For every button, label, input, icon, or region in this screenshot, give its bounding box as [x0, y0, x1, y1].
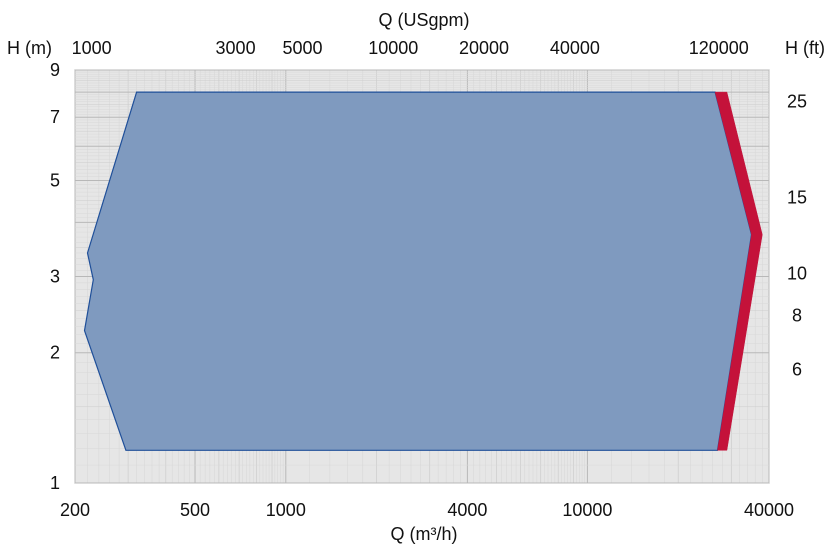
left-y-axis-title: H (m) — [7, 38, 52, 58]
left-y-tick-labels: 1 2 3 5 7 9 — [50, 60, 60, 493]
left-y-tick-label: 9 — [50, 60, 60, 80]
top-x-tick-labels: 1000 3000 5000 10000 20000 40000 120000 — [72, 38, 749, 58]
top-x-tick-label: 40000 — [550, 38, 600, 58]
right-y-tick-label: 6 — [792, 360, 802, 380]
top-x-tick-label: 1000 — [72, 38, 112, 58]
bottom-x-tick-label: 40000 — [744, 500, 794, 520]
bottom-x-tick-labels: 200 500 1000 4000 10000 40000 — [60, 500, 794, 520]
top-x-tick-label: 10000 — [368, 38, 418, 58]
left-y-tick-label: 2 — [50, 343, 60, 363]
top-x-tick-label: 3000 — [216, 38, 256, 58]
right-y-tick-label: 15 — [787, 187, 807, 207]
bottom-x-axis-title: Q (m³/h) — [391, 524, 458, 544]
top-x-tick-label: 20000 — [459, 38, 509, 58]
right-y-tick-label: 10 — [787, 264, 807, 284]
extended-operating-area — [714, 91, 763, 451]
right-y-tick-label: 25 — [787, 91, 807, 111]
top-x-axis-title: Q (USgpm) — [378, 10, 469, 30]
operating-range-areas — [83, 91, 763, 451]
bottom-x-tick-label: 200 — [60, 500, 90, 520]
bottom-x-tick-label: 1000 — [266, 500, 306, 520]
right-y-tick-labels: 6 8 10 15 25 — [787, 91, 807, 379]
top-x-tick-label: 5000 — [282, 38, 322, 58]
top-x-tick-label: 120000 — [689, 38, 749, 58]
left-y-tick-label: 1 — [50, 473, 60, 493]
right-y-tick-label: 8 — [792, 305, 802, 325]
left-y-tick-label: 5 — [50, 170, 60, 190]
main-operating-area — [83, 91, 753, 451]
right-y-axis-title: H (ft) — [785, 38, 825, 58]
left-y-tick-label: 3 — [50, 267, 60, 287]
bottom-x-tick-label: 500 — [180, 500, 210, 520]
bottom-x-tick-label: 4000 — [447, 500, 487, 520]
bottom-x-tick-label: 10000 — [562, 500, 612, 520]
left-y-tick-label: 7 — [50, 107, 60, 127]
